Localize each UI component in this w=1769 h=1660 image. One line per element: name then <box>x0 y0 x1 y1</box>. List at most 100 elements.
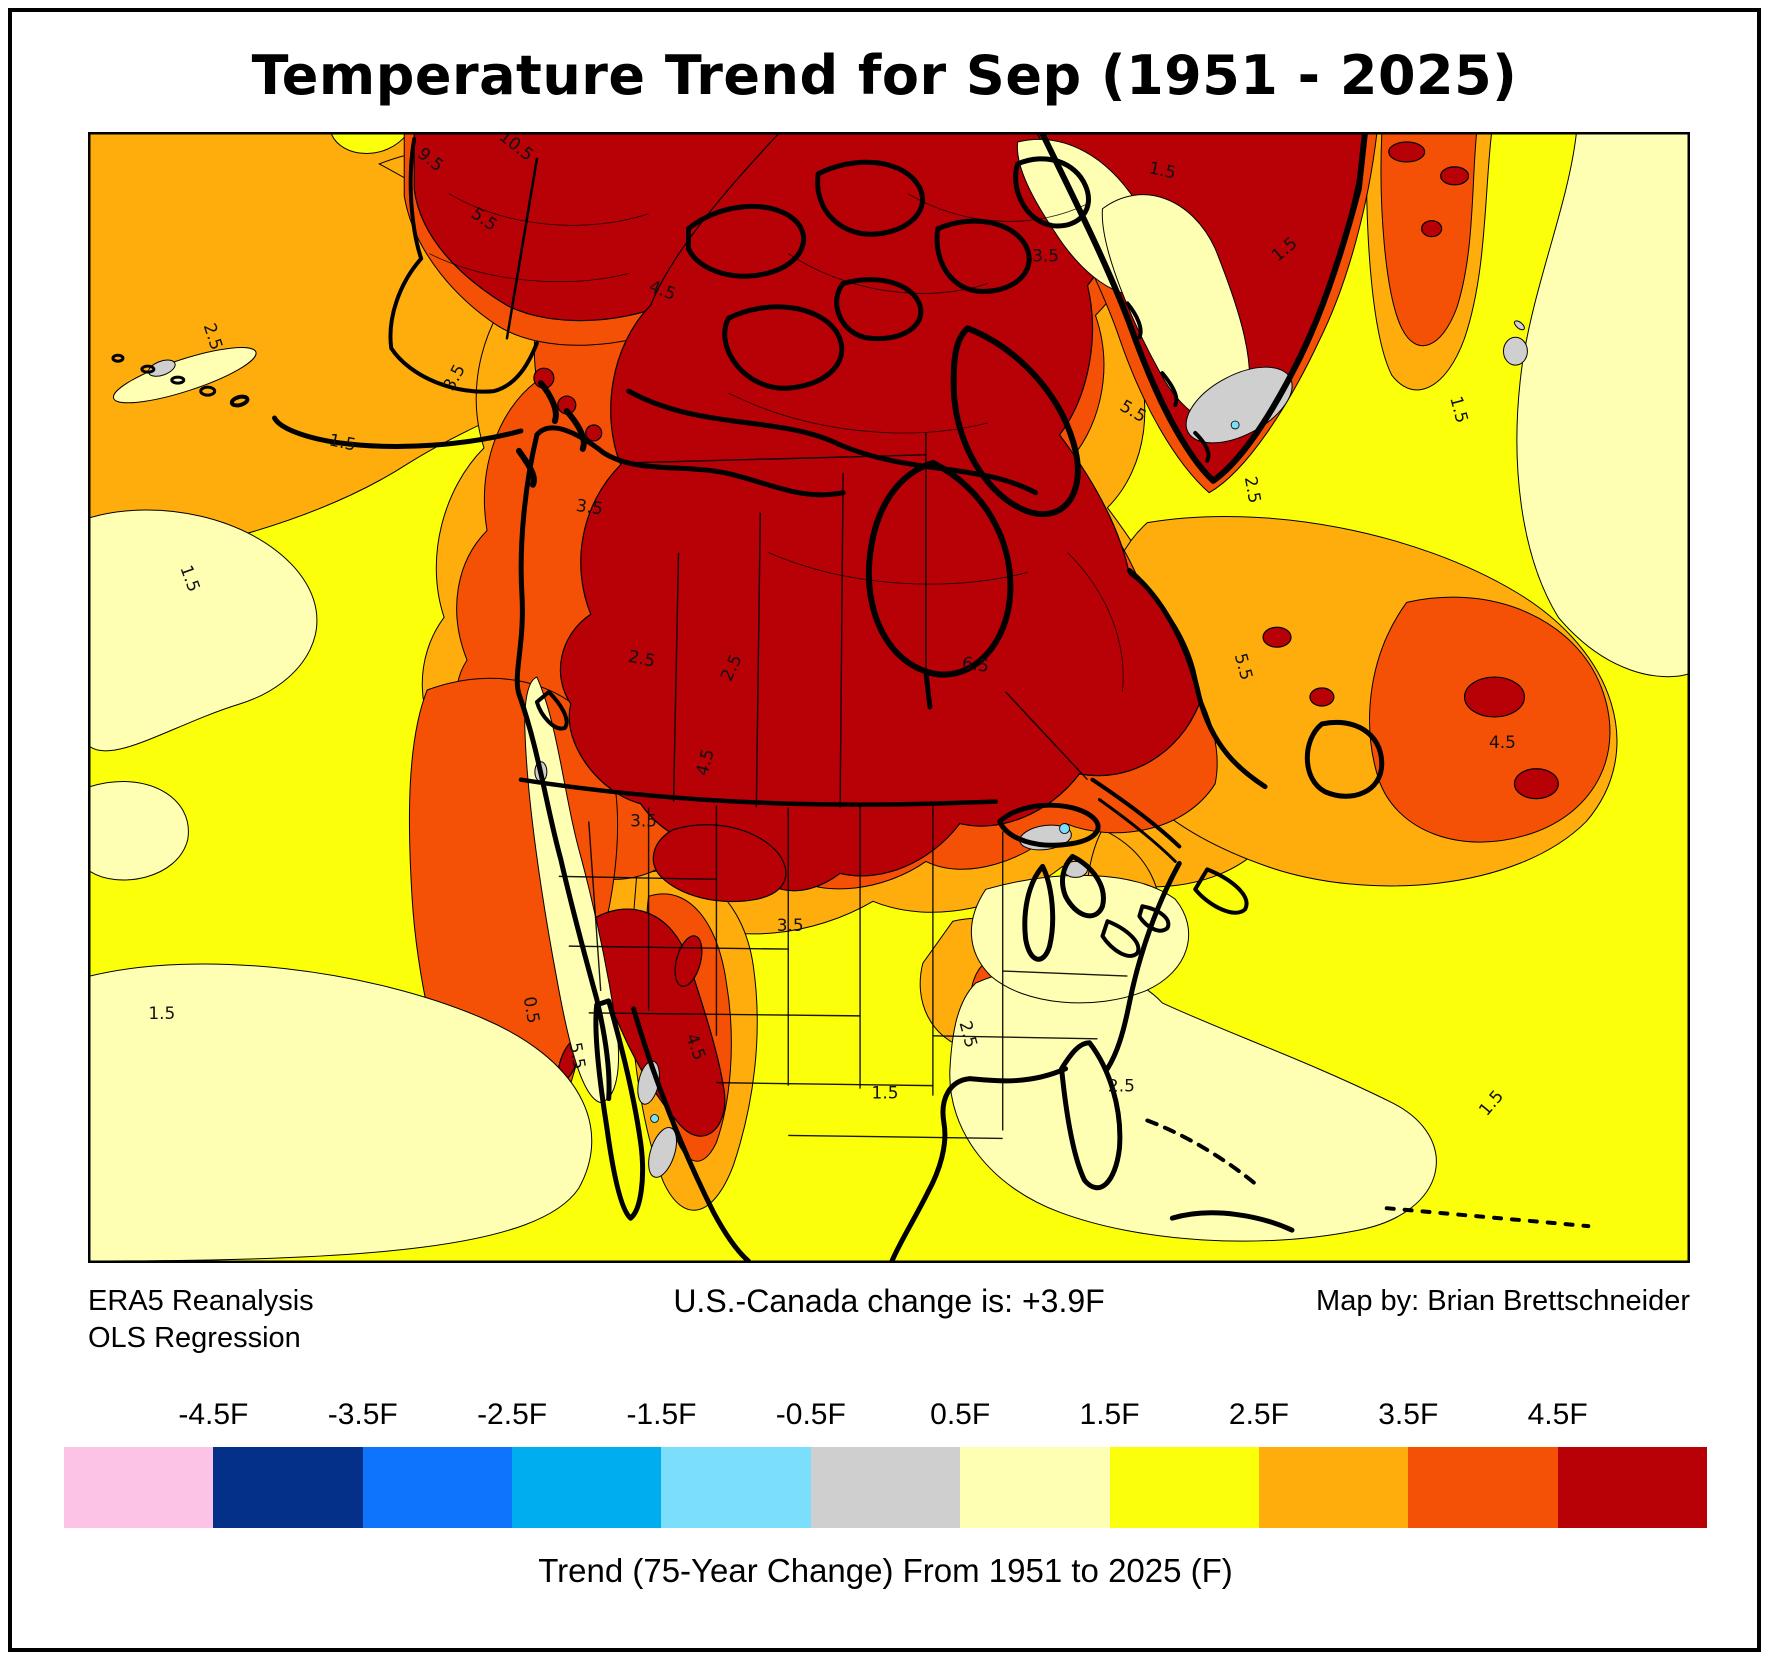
band-darkred-idaho <box>652 824 787 903</box>
caribbean-dashes <box>1384 1206 1591 1229</box>
legend-tick-label: -2.5F <box>477 1398 548 1431</box>
legend-segment <box>810 1447 961 1528</box>
contour-value-label: 3.5 <box>630 811 657 831</box>
page-title: Temperature Trend for Sep (1951 - 2025) <box>251 44 1518 107</box>
lake-ontario <box>1137 904 1171 933</box>
island-novascotia <box>1193 867 1249 915</box>
darkred-spot <box>1440 166 1470 186</box>
legend-segment <box>512 1447 662 1528</box>
gray-baja2 <box>648 1126 677 1178</box>
aleutian-island <box>140 364 156 374</box>
border-us-canada <box>518 777 998 807</box>
legend-tick-label: -4.5F <box>178 1398 249 1431</box>
band-cream-lakes-halo <box>970 874 1190 1004</box>
coast-alaska-fjords <box>515 380 587 488</box>
coast-pacific <box>514 432 612 1102</box>
contour-value-label: 2.5 <box>1241 475 1265 505</box>
borders <box>505 157 1128 1140</box>
legend-tick-label: 2.5F <box>1228 1398 1289 1431</box>
coast-james-bay <box>923 669 933 710</box>
legend-tick-labels: -4.5F -3.5F -2.5F -1.5F -0.5F 0.5F 1.5F 2.5F 3.5… <box>64 1398 1707 1444</box>
band-cream-gulf-se <box>949 965 1437 1242</box>
contour-value-label: 2.5 <box>1108 1076 1135 1096</box>
contour-value-label: 5.5 <box>566 1041 590 1071</box>
coast-alaska-west <box>388 136 539 394</box>
coast-gulf <box>889 1066 1069 1261</box>
island-arctic4 <box>834 277 924 342</box>
contour-value-label: 3.5 <box>575 495 604 519</box>
trend-map-svg: 2.59.5 10.55.51.53.52.5 2.53.54.53.56.54.5… <box>90 134 1688 1261</box>
legend-segment <box>661 1447 811 1528</box>
coast-greenland <box>1039 134 1368 484</box>
darkred-spot <box>1513 768 1559 800</box>
coast-cuba <box>1169 1210 1295 1233</box>
coast-stlawrence2 <box>1097 798 1177 863</box>
data-source-note: ERA5 Reanalysis OLS Regression <box>88 1283 314 1357</box>
coldspot-greenland <box>1230 420 1240 430</box>
contour-value-label: 0.5 <box>520 995 544 1025</box>
legend-segment <box>1408 1447 1558 1528</box>
legend-caption: Trend (75-Year Change) From 1951 to 2025… <box>538 1552 1233 1589</box>
island-arctic3 <box>934 218 1032 294</box>
island-arctic1 <box>686 204 806 279</box>
darkred-spot <box>1309 687 1335 707</box>
island-baffin <box>950 325 1081 518</box>
lake-erie <box>1100 919 1141 958</box>
source-line-2: OLS Regression <box>88 1322 301 1354</box>
aleutian-island <box>111 353 125 363</box>
change-stat: U.S.-Canada change is: +3.9F <box>673 1283 1105 1319</box>
legend-segment <box>362 1447 513 1528</box>
band-cream-southwest-ocean <box>90 963 593 1261</box>
contour-value-label: 1.5 <box>872 1083 899 1103</box>
color-scale-legend: -4.5F -3.5F -2.5F -1.5F -0.5F 0.5F 1.5F 2.5F 3.5… <box>64 1398 1707 1528</box>
legend-color-bar <box>64 1447 1707 1528</box>
darkred-spot <box>1463 676 1526 718</box>
legend-segment <box>1557 1447 1707 1528</box>
coast-alaska-peninsula <box>272 415 524 449</box>
coast-mexico-west <box>631 1006 751 1261</box>
band-orangered-egreenland <box>1380 134 1478 347</box>
gray-greenland-sea <box>1502 336 1528 366</box>
legend-tick-label: 3.5F <box>1378 1398 1439 1431</box>
darkred-spot <box>1388 141 1426 163</box>
coast-arctic-mainland <box>626 388 1039 496</box>
gray-greenland-sea-dash <box>1513 320 1525 331</box>
contour-value-label: 3.5 <box>777 915 804 935</box>
source-line-1: ERA5 Reanalysis <box>88 1285 314 1317</box>
legend-segment <box>960 1447 1110 1528</box>
coast-florida <box>1059 1040 1123 1191</box>
island-arctic2 <box>815 159 925 237</box>
bahamas-dashes <box>1145 1118 1260 1188</box>
darkred-spot <box>1262 626 1292 648</box>
legend-segment <box>213 1447 363 1528</box>
aleutian-island <box>199 385 217 397</box>
map-credit: Map by: Brian Brettschneider <box>1316 1285 1690 1317</box>
state-borders <box>558 432 1128 1140</box>
coast-baja <box>593 998 646 1221</box>
band-cream-pacific1 <box>90 509 318 752</box>
coastlines <box>111 134 1591 1261</box>
legend-tick-label: 1.5F <box>1079 1398 1140 1431</box>
darkred-spot <box>585 424 603 442</box>
legend-tick-label: -3.5F <box>327 1398 398 1431</box>
contour-fills <box>90 134 1688 1261</box>
border-alaska-canada <box>505 157 539 340</box>
contour-value-label: 3.5 <box>1032 246 1059 266</box>
trend-map: 2.5 9.5 10.5 5.5 1.5 3.5 2.5 2.5 3.5 4.5 3.5 6.5 4.5… <box>88 132 1690 1263</box>
coldspot-superior <box>1059 823 1070 834</box>
contour-lines <box>428 193 1124 693</box>
aleutian-island <box>170 375 186 385</box>
legend-tick-label: 4.5F <box>1527 1398 1588 1431</box>
island-newfoundland <box>1304 720 1385 799</box>
aleutian-island <box>229 394 250 408</box>
band-cream-pacific2 <box>90 781 189 881</box>
coast-alaska-south <box>534 425 846 498</box>
band-cream-ne-atlantic <box>1516 134 1688 678</box>
lake-superior <box>997 802 1101 848</box>
coast-stlawrence <box>1090 777 1182 849</box>
coast-us-east <box>1104 860 1182 1072</box>
coast-vancouver-island <box>534 690 569 731</box>
contour-value-label: 6.5 <box>961 652 990 676</box>
legend-segment <box>1258 1447 1409 1528</box>
